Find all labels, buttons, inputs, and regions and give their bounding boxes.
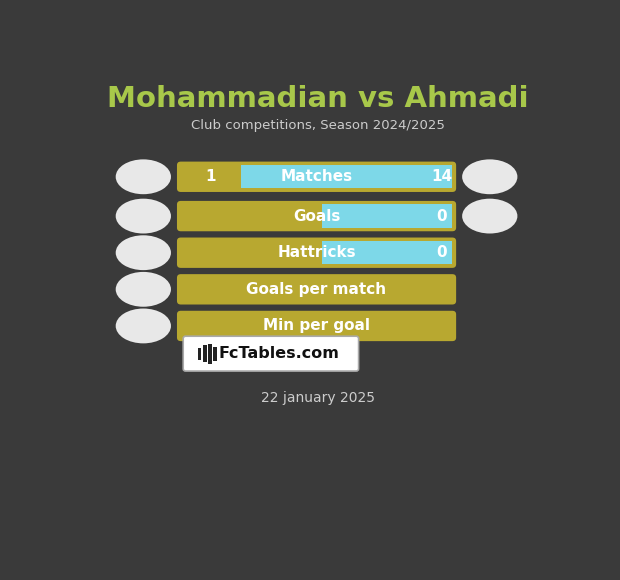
Text: 0: 0: [436, 209, 447, 223]
Ellipse shape: [116, 309, 171, 343]
Text: Mohammadian vs Ahmadi: Mohammadian vs Ahmadi: [107, 85, 529, 113]
Ellipse shape: [116, 272, 171, 307]
Text: 1: 1: [205, 169, 216, 184]
FancyBboxPatch shape: [184, 336, 358, 371]
FancyBboxPatch shape: [177, 274, 456, 304]
Text: 0: 0: [436, 245, 447, 260]
Ellipse shape: [462, 160, 518, 194]
Text: 22 january 2025: 22 january 2025: [261, 391, 374, 405]
Text: Matches: Matches: [280, 169, 353, 184]
Bar: [198, 348, 202, 360]
Text: FcTables.com: FcTables.com: [219, 346, 340, 361]
Ellipse shape: [116, 199, 171, 234]
FancyBboxPatch shape: [177, 162, 456, 192]
Text: Min per goal: Min per goal: [263, 318, 370, 333]
FancyBboxPatch shape: [177, 311, 456, 341]
Bar: [322, 241, 453, 264]
FancyBboxPatch shape: [177, 201, 456, 231]
Text: Goals per match: Goals per match: [247, 282, 387, 297]
FancyBboxPatch shape: [177, 238, 456, 268]
Text: Hattricks: Hattricks: [277, 245, 356, 260]
Text: 14: 14: [431, 169, 452, 184]
Bar: [322, 205, 453, 228]
Ellipse shape: [462, 199, 518, 234]
Bar: [213, 347, 218, 361]
Bar: [203, 345, 206, 362]
Bar: [241, 165, 453, 188]
Text: Goals: Goals: [293, 209, 340, 223]
Text: Club competitions, Season 2024/2025: Club competitions, Season 2024/2025: [191, 119, 445, 132]
Ellipse shape: [116, 235, 171, 270]
Bar: [208, 344, 212, 364]
Ellipse shape: [116, 160, 171, 194]
